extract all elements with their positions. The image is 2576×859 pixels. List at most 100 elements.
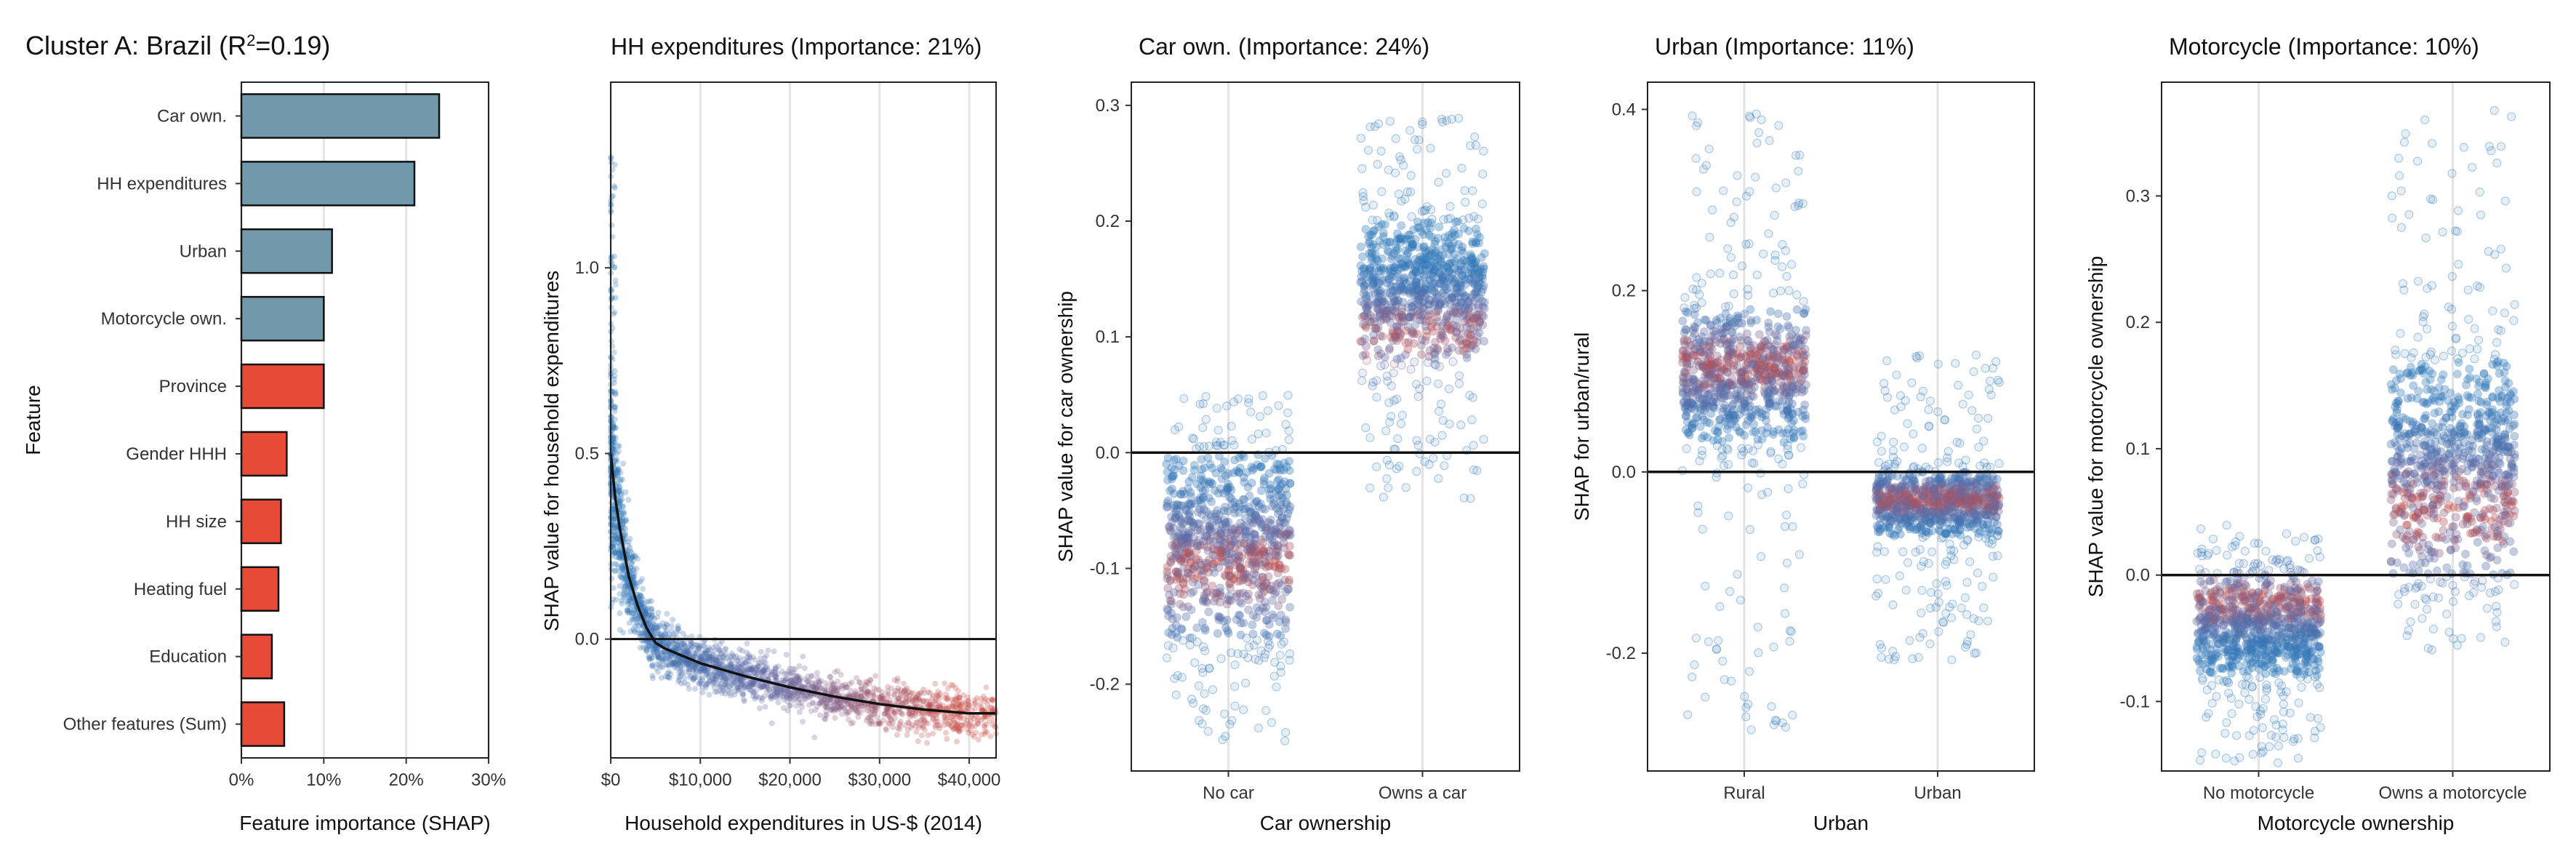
data-point — [1425, 345, 1435, 355]
data-point — [1181, 612, 1191, 622]
data-point — [902, 688, 908, 695]
data-point — [1261, 706, 1271, 715]
data-point — [870, 689, 876, 695]
data-point — [974, 720, 981, 727]
data-point — [614, 443, 621, 450]
data-point — [678, 663, 684, 669]
data-point — [1274, 484, 1283, 493]
data-point — [1438, 415, 1448, 425]
data-point — [1780, 609, 1790, 618]
data-point — [1451, 332, 1461, 343]
data-point — [615, 564, 622, 570]
data-point — [1723, 244, 1733, 253]
data-point — [1228, 500, 1237, 509]
data-point — [1471, 140, 1481, 150]
data-point — [1362, 356, 1372, 365]
data-point — [856, 694, 862, 700]
y-tick-label: -0.1 — [1090, 559, 1120, 578]
data-point — [1242, 591, 1251, 601]
data-point — [1162, 459, 1171, 469]
data-point — [1380, 220, 1390, 229]
data-point — [835, 678, 841, 684]
data-point — [1387, 254, 1396, 264]
data-point — [1269, 499, 1279, 508]
data-point — [901, 687, 907, 694]
data-point — [1275, 650, 1285, 660]
data-point — [896, 723, 903, 730]
data-point — [924, 740, 931, 746]
data-point — [1382, 238, 1392, 247]
data-point — [1778, 262, 1787, 271]
data-point — [774, 690, 781, 696]
data-point — [676, 674, 683, 680]
data-point — [847, 687, 854, 694]
data-point — [822, 696, 828, 703]
data-point — [885, 719, 891, 726]
data-point — [1766, 448, 1775, 458]
data-point — [781, 688, 787, 695]
data-point — [971, 697, 978, 703]
data-point — [806, 694, 813, 700]
data-point — [1479, 146, 1488, 156]
data-point — [808, 673, 814, 679]
data-point — [913, 700, 920, 707]
data-point — [1403, 250, 1412, 260]
data-point — [948, 723, 955, 730]
data-point — [1693, 501, 1703, 511]
data-point — [790, 679, 797, 686]
data-point — [832, 668, 838, 675]
data-point — [880, 695, 887, 702]
data-point — [783, 652, 790, 658]
data-point — [676, 639, 683, 646]
data-point — [678, 680, 685, 687]
data-point — [637, 644, 643, 651]
data-point — [1434, 407, 1444, 416]
data-point — [1405, 126, 1415, 135]
data-point — [1423, 300, 1432, 309]
data-point — [697, 668, 703, 674]
data-point — [689, 662, 695, 668]
data-point — [951, 712, 958, 719]
data-point — [829, 703, 835, 710]
data-point — [797, 675, 803, 682]
data-point — [786, 695, 793, 701]
data-point — [1456, 281, 1465, 291]
data-point — [1220, 503, 1229, 512]
data-point — [1782, 558, 1792, 568]
data-point — [835, 699, 841, 706]
data-point — [932, 700, 939, 706]
data-point — [1248, 610, 1258, 620]
data-point — [990, 722, 996, 728]
data-point — [1469, 465, 1479, 474]
data-point — [649, 655, 655, 661]
data-point — [909, 696, 915, 703]
data-point — [1201, 391, 1211, 401]
data-point — [1259, 628, 1269, 638]
data-point — [1193, 572, 1203, 582]
data-point — [649, 609, 655, 615]
data-point — [645, 612, 651, 619]
data-point — [620, 460, 627, 467]
data-point — [638, 602, 644, 608]
data-point — [751, 670, 758, 676]
data-point — [684, 647, 691, 654]
data-point — [1680, 292, 1690, 303]
data-point — [693, 667, 699, 674]
data-point — [804, 677, 811, 684]
data-point — [956, 728, 963, 735]
data-point — [1206, 478, 1216, 487]
data-point — [1406, 235, 1416, 244]
data-point — [1393, 265, 1403, 274]
data-point — [1468, 239, 1477, 249]
data-point — [1239, 618, 1248, 628]
data-point — [1213, 425, 1223, 435]
data-point — [826, 696, 832, 703]
data-point — [1217, 474, 1227, 484]
data-point — [771, 694, 778, 700]
data-point — [711, 655, 718, 662]
data-point — [1275, 578, 1284, 588]
data-point — [624, 598, 630, 604]
data-point — [928, 695, 935, 702]
data-point — [699, 665, 705, 671]
data-point — [918, 732, 925, 739]
